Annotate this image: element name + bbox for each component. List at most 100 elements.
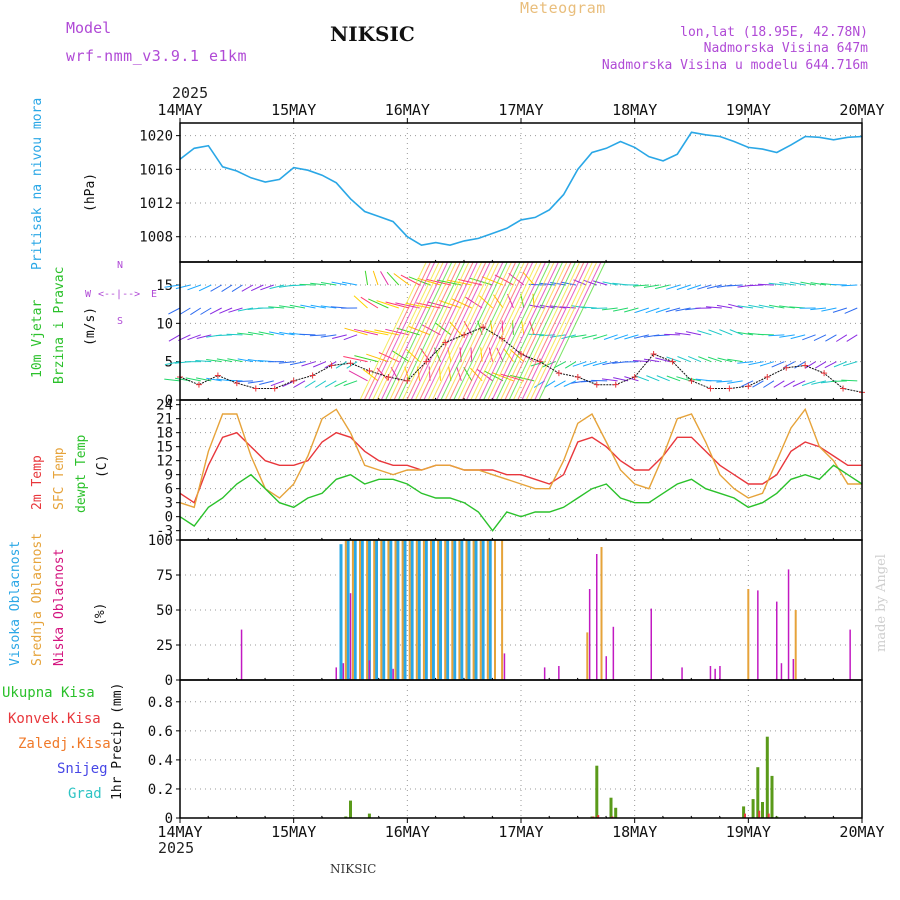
cloud-mid-bar xyxy=(344,540,347,680)
ytick-label-wind: 10 xyxy=(156,316,173,332)
wind-arrow xyxy=(268,306,285,309)
wind-arrow xyxy=(561,334,577,340)
wind-arrow xyxy=(168,334,181,342)
cloud-mid-bar xyxy=(586,632,589,680)
wind-arrow xyxy=(645,307,660,314)
ytick-label-pressure: 1020 xyxy=(139,129,173,145)
precip-legend-conv: Konvek.Kisa xyxy=(8,711,101,727)
wind-gust-marker xyxy=(385,374,392,380)
wind-arrow xyxy=(363,329,389,336)
wind-arrow xyxy=(343,334,358,341)
wind-arrow xyxy=(553,361,566,369)
wind-band-stroke xyxy=(359,261,427,401)
wind-arrow xyxy=(802,334,816,341)
wind-arrow xyxy=(643,358,660,363)
wind-arrow xyxy=(708,329,722,336)
cloud-mid-bar xyxy=(600,547,603,680)
wind-gust-marker xyxy=(802,362,809,369)
cloud-mid-bar xyxy=(408,540,411,680)
wind-arrow xyxy=(635,375,650,382)
wind-gust-marker xyxy=(499,335,506,342)
wind-arrow xyxy=(206,359,222,363)
precip-conv-bar xyxy=(767,813,770,818)
precip-total-bar xyxy=(609,797,613,818)
wind-arrow xyxy=(196,334,212,339)
wind-gust-marker xyxy=(764,374,771,380)
compass-e: E xyxy=(151,289,158,300)
wind-arrow xyxy=(779,282,795,286)
cloud-low-bar xyxy=(714,668,716,680)
wind-arrow xyxy=(304,380,316,388)
compass-w: W xyxy=(85,289,92,300)
wind-arrow xyxy=(187,334,202,341)
wind-arrow xyxy=(179,307,191,315)
wind-arrow xyxy=(241,284,254,292)
wind-arrow xyxy=(168,307,181,315)
xtick-label-bottom: 19MAY xyxy=(726,823,771,841)
wind-arrow xyxy=(237,307,254,312)
compass-cross-h: <--|--> xyxy=(98,289,141,300)
wind-arrow xyxy=(811,380,827,385)
wind-arrow xyxy=(279,305,295,309)
wind-vector-field xyxy=(164,261,858,401)
wind-arrow xyxy=(353,328,379,336)
cloud-high-bar xyxy=(382,540,386,680)
wind-arrow xyxy=(315,380,327,388)
wind-arrow xyxy=(602,281,618,286)
wind-arrow xyxy=(748,304,764,309)
wind-gust-marker xyxy=(290,377,297,384)
precip-total-bar xyxy=(751,799,755,818)
wind-arrow xyxy=(727,358,743,363)
wind-arrow xyxy=(237,358,254,363)
wind-arrow xyxy=(698,356,712,363)
wind-arrow xyxy=(790,281,806,286)
wind-arrow xyxy=(198,284,212,292)
wind-arrow xyxy=(705,306,722,309)
cloud-mid-bar xyxy=(380,540,383,680)
wind-arrow xyxy=(331,281,347,286)
wind-arrow xyxy=(226,379,243,382)
cloud-high-bar xyxy=(474,540,478,680)
wind-arrow xyxy=(343,380,358,387)
wind-arrow xyxy=(582,334,597,339)
wind-arrow xyxy=(390,366,400,382)
wind-band-stroke xyxy=(380,261,449,401)
cloud-high-bar xyxy=(389,540,393,680)
wind-band-stroke xyxy=(530,261,598,401)
meteogram-title: Meteogram xyxy=(520,0,606,17)
wind-band-stroke xyxy=(397,261,466,401)
wind-band-stroke xyxy=(406,261,474,401)
cloud-mid-bar xyxy=(394,540,397,680)
wind-gust-marker xyxy=(404,377,411,384)
precip-conv-bar xyxy=(597,815,600,818)
wind-gust-marker xyxy=(669,358,676,365)
wind-arrow xyxy=(717,357,733,363)
ytick-label-wind: 0 xyxy=(165,393,173,409)
wind-arrow xyxy=(175,284,191,290)
precip-total-bar xyxy=(765,736,769,818)
wind-band-stroke xyxy=(393,261,461,401)
cloud-high-bar xyxy=(360,540,364,680)
wind-band-stroke xyxy=(461,261,530,401)
ytick-label-temp: 24 xyxy=(156,398,173,414)
wind-band-stroke xyxy=(521,261,589,401)
wind-arrow xyxy=(810,307,827,311)
wind-arrow xyxy=(563,380,577,387)
cloud-high-bar xyxy=(431,540,435,680)
wind-arrow xyxy=(522,271,535,286)
wind-arrow xyxy=(804,361,816,369)
wind-band-stroke xyxy=(444,261,512,401)
xtick-label-top: 18MAY xyxy=(612,101,657,119)
wind-gust-marker xyxy=(726,385,733,392)
wind-arrow xyxy=(507,293,514,309)
ytick-label-precip: 0 xyxy=(165,811,173,827)
wind-band-stroke xyxy=(495,261,564,401)
wind-arrow xyxy=(395,302,420,309)
wind-arrow xyxy=(509,349,525,363)
wind-arrow xyxy=(187,284,202,291)
footer-station: NIKSIC xyxy=(330,862,377,876)
wind-band-stroke xyxy=(504,261,572,401)
wind-band-stroke xyxy=(410,261,478,401)
wind-arrow xyxy=(677,356,691,363)
wind-arrow xyxy=(593,334,608,340)
